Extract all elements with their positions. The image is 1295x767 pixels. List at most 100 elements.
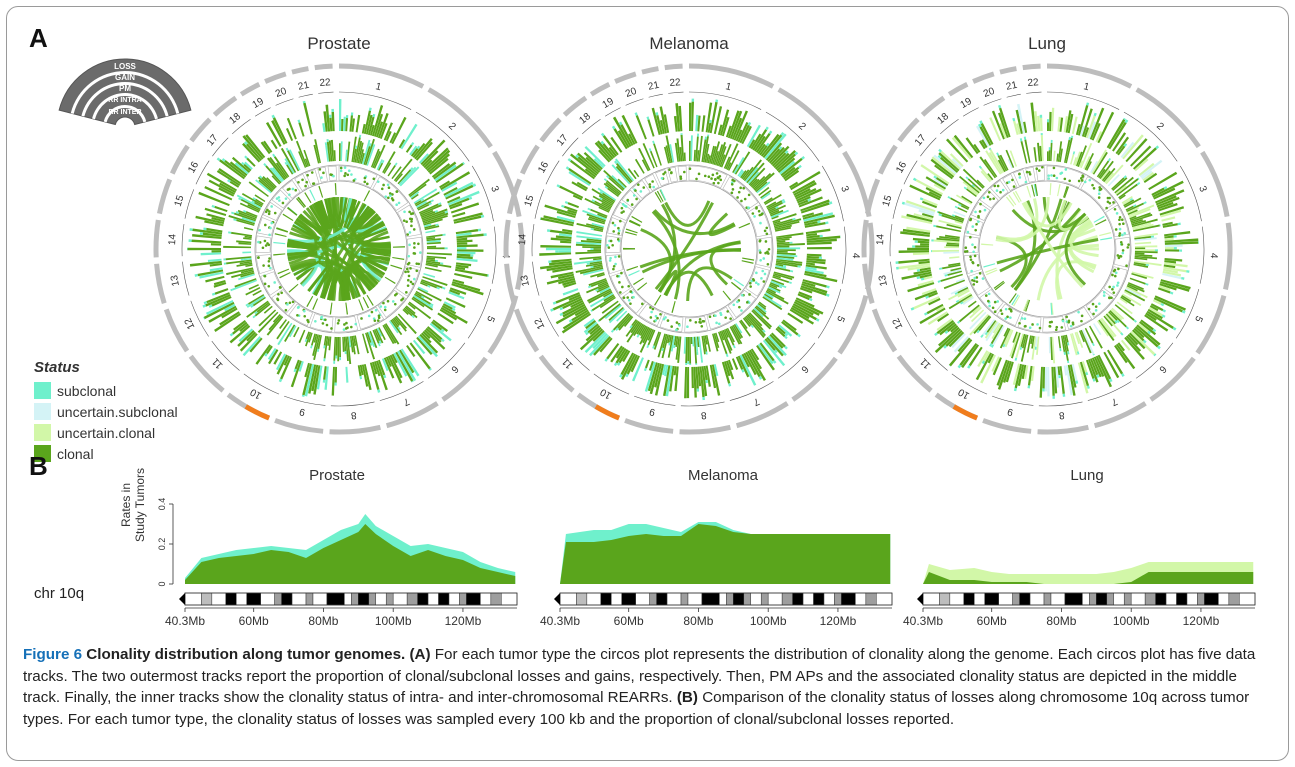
cna-bar-subclonal bbox=[604, 185, 609, 189]
cna-bar-subclonal bbox=[668, 342, 671, 346]
cna-bar-subclonal bbox=[203, 301, 208, 305]
cna-bar bbox=[695, 136, 699, 162]
cna-bar-subclonal bbox=[648, 148, 652, 152]
cna-bar-subclonal bbox=[469, 181, 474, 186]
pm-point bbox=[762, 280, 766, 283]
cna-bar bbox=[1039, 117, 1043, 132]
cna-bar bbox=[671, 335, 676, 349]
cna-bar-subclonal bbox=[1027, 385, 1031, 389]
pm-point bbox=[1092, 187, 1096, 190]
cna-bar bbox=[928, 292, 938, 298]
pm-point bbox=[1118, 234, 1121, 237]
cna-bar bbox=[385, 356, 392, 367]
pm-point bbox=[1009, 308, 1013, 312]
pm-point bbox=[1120, 243, 1124, 246]
cna-bar bbox=[1164, 244, 1183, 248]
cna-bar-subclonal bbox=[947, 196, 951, 200]
cna-bar bbox=[731, 325, 743, 345]
cna-bar bbox=[586, 213, 606, 222]
cna-bar bbox=[775, 150, 797, 170]
chromosome-arc bbox=[239, 82, 261, 97]
cna-bar bbox=[601, 202, 612, 209]
cna-bar-subclonal bbox=[1086, 102, 1090, 106]
chromosome-label: 11 bbox=[560, 355, 575, 370]
cna-bar-subclonal bbox=[345, 149, 348, 153]
cna-bar bbox=[930, 158, 955, 178]
pm-box bbox=[610, 271, 633, 296]
cna-bar-subclonal bbox=[1172, 326, 1177, 331]
inter-rearrangement-link bbox=[287, 253, 367, 295]
cna-bar bbox=[244, 161, 253, 170]
cna-bar bbox=[456, 239, 473, 243]
pm-point bbox=[411, 282, 415, 286]
scale-axis bbox=[338, 91, 412, 110]
cna-bar bbox=[752, 129, 768, 151]
cna-bar bbox=[755, 132, 771, 153]
cna-bar bbox=[1114, 176, 1134, 194]
cna-bar-subclonal bbox=[1070, 135, 1074, 139]
chromosome-arc bbox=[1046, 63, 1133, 89]
chromosome-arc bbox=[920, 95, 946, 117]
pm-box bbox=[294, 173, 310, 192]
cytoband bbox=[649, 592, 657, 606]
inter-rearrangement-link bbox=[1071, 243, 1100, 251]
pm-point bbox=[966, 230, 970, 234]
cna-bar bbox=[791, 305, 817, 321]
cna-bar-subclonal bbox=[420, 198, 425, 202]
cna-bar bbox=[206, 227, 223, 233]
cna-bar bbox=[246, 143, 262, 162]
cna-bar-subclonal bbox=[435, 223, 439, 226]
chromosome-label: 6 bbox=[448, 363, 460, 375]
cna-bar bbox=[589, 292, 614, 308]
cna-bar bbox=[1164, 260, 1177, 264]
cna-bar bbox=[771, 332, 786, 348]
cna-bar bbox=[378, 327, 386, 341]
cna-bar-subclonal bbox=[815, 318, 820, 322]
cna-bar bbox=[389, 354, 403, 379]
cna-bar-subclonal bbox=[934, 332, 938, 337]
cna-bar-subclonal bbox=[599, 191, 603, 195]
cna-bar bbox=[373, 113, 384, 137]
cna-bar bbox=[775, 262, 798, 268]
centromere-arrow bbox=[917, 593, 923, 605]
cna-bar bbox=[898, 263, 931, 270]
cna-bar bbox=[1080, 142, 1093, 169]
cna-bar-subclonal bbox=[252, 314, 256, 319]
cna-bar bbox=[684, 366, 688, 399]
key-label: LOSS bbox=[114, 62, 136, 71]
pm-point bbox=[1121, 251, 1125, 255]
cytoband bbox=[1089, 592, 1097, 606]
pm-point bbox=[688, 319, 692, 322]
cna-bar bbox=[747, 313, 764, 331]
cna-bar bbox=[683, 152, 686, 162]
circos-title-melanoma: Melanoma bbox=[649, 34, 729, 53]
inter-rearrangement-link bbox=[1067, 218, 1095, 274]
cna-bar bbox=[340, 144, 343, 162]
cna-bar bbox=[753, 307, 764, 318]
cna-bar bbox=[705, 102, 713, 133]
pm-point bbox=[656, 316, 659, 320]
cna-bar bbox=[576, 181, 589, 190]
pm-point bbox=[332, 174, 335, 178]
cna-bar bbox=[803, 214, 835, 224]
cytoband bbox=[726, 592, 734, 606]
cna-bar-subclonal bbox=[1047, 119, 1050, 123]
intra-rearrangement bbox=[1013, 295, 1021, 307]
pm-point bbox=[964, 246, 968, 250]
cna-bar-subclonal bbox=[784, 150, 789, 154]
cna-bar bbox=[1059, 148, 1063, 163]
cna-bar bbox=[1021, 364, 1027, 380]
pm-point bbox=[1126, 246, 1130, 249]
cna-bar bbox=[562, 311, 590, 330]
cna-bar-subclonal bbox=[587, 285, 592, 289]
cna-bar bbox=[603, 294, 615, 302]
pm-point bbox=[974, 228, 977, 232]
pm-point bbox=[1112, 291, 1116, 294]
cna-bar bbox=[585, 326, 602, 342]
cna-bar bbox=[426, 252, 452, 256]
cna-bar bbox=[546, 265, 573, 272]
cna-bar bbox=[570, 153, 598, 177]
pm-point bbox=[1108, 201, 1112, 205]
pm-box bbox=[257, 217, 276, 237]
